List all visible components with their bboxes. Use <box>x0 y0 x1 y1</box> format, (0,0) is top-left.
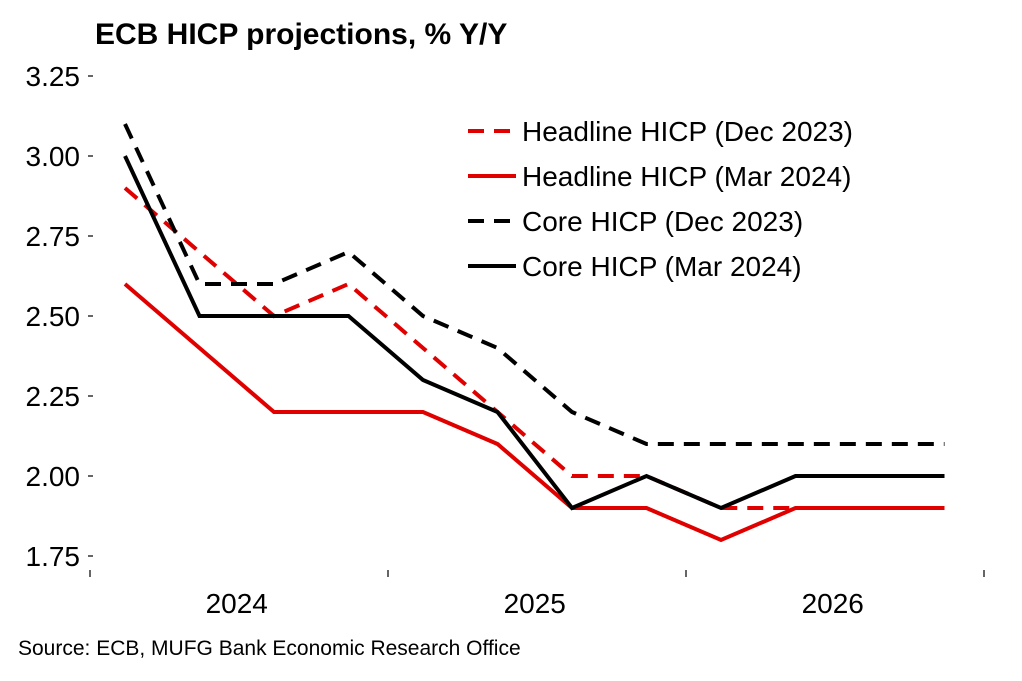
y-tick-label: 2.25 <box>26 381 81 412</box>
y-tick-label: 2.75 <box>26 221 81 252</box>
legend-label: Headline HICP (Mar 2024) <box>522 161 851 192</box>
legend-label: Core HICP (Mar 2024) <box>522 251 802 282</box>
y-tick-label: 2.50 <box>26 301 81 332</box>
series-line-4 <box>123 155 945 511</box>
y-tick-label: 1.75 <box>26 541 81 572</box>
series-line-3 <box>123 123 945 446</box>
series-line-2 <box>123 282 945 543</box>
y-tick-label: 3.25 <box>26 61 81 92</box>
series-layer <box>123 123 945 543</box>
source-note: Source: ECB, MUFG Bank Economic Research… <box>18 637 521 660</box>
x-tick-label: 2024 <box>206 588 268 619</box>
legend-label: Headline HICP (Dec 2023) <box>522 116 853 147</box>
legend: Headline HICP (Dec 2023) Headline HICP (M… <box>468 116 853 282</box>
x-axis: 2024 2025 2026 <box>89 570 985 619</box>
x-tick-label: 2026 <box>802 588 864 619</box>
x-tick-label: 2025 <box>504 588 566 619</box>
chart-title: ECB HICP projections, % Y/Y <box>95 18 507 51</box>
y-tick-label: 2.00 <box>26 461 81 492</box>
legend-label: Core HICP (Dec 2023) <box>522 206 803 237</box>
y-axis: 3.25 3.00 2.75 2.50 2.25 2.00 1.75 <box>26 61 93 572</box>
y-tick-label: 3.00 <box>26 141 81 172</box>
